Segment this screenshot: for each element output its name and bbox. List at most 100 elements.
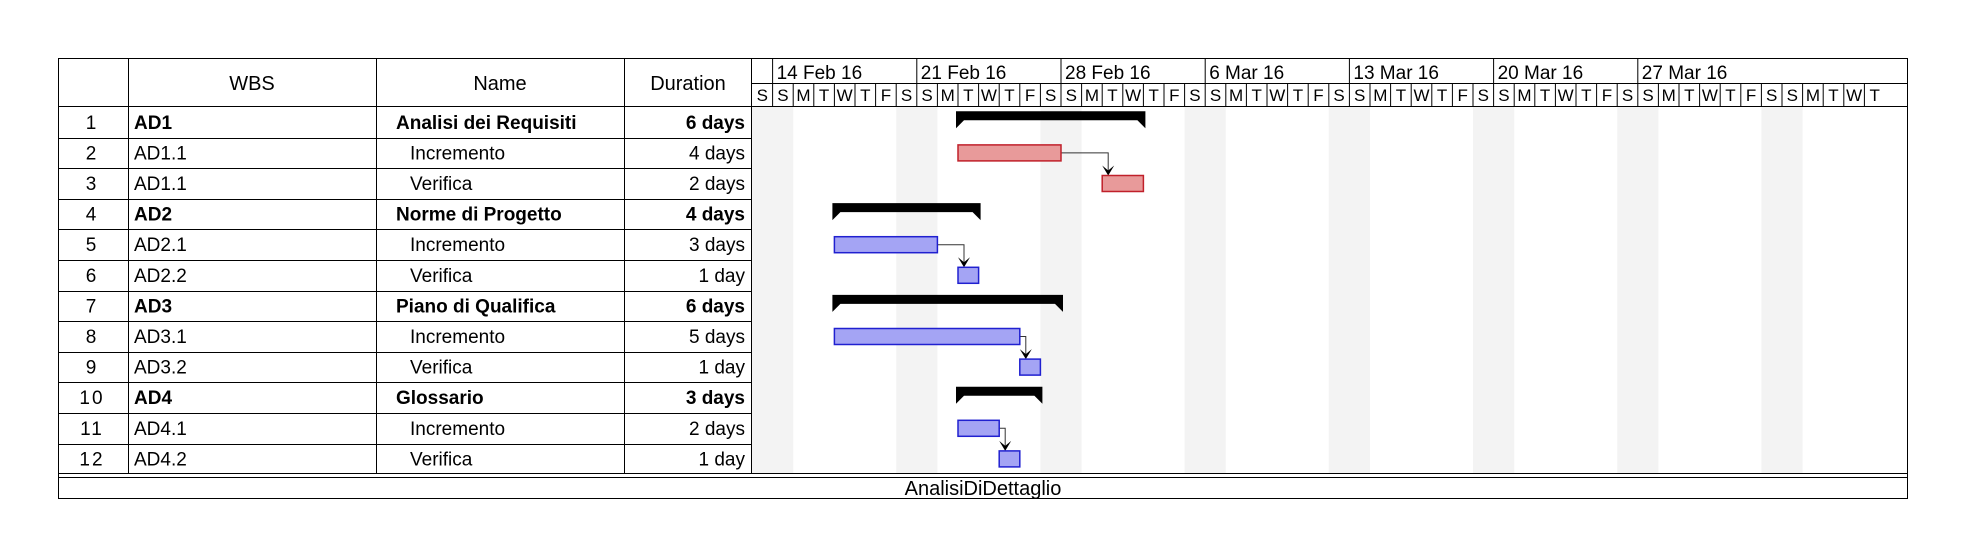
day-letter: F — [1458, 86, 1468, 105]
task-duration: 5 days — [689, 327, 745, 348]
day-letter: S — [1210, 86, 1221, 105]
summary-bar — [832, 294, 1063, 312]
weekend-band — [896, 107, 938, 473]
day-letter: S — [1766, 86, 1777, 105]
task-name: Verifica — [410, 449, 473, 470]
day-letter: M — [1373, 86, 1387, 105]
weekend-band — [1328, 107, 1370, 473]
task-wbs: AD3.2 — [134, 358, 187, 379]
task-name: Piano di Qualifica — [396, 296, 556, 317]
day-letter: W — [1846, 86, 1862, 105]
day-letter: M — [941, 86, 955, 105]
table-row: 4 AD2 Norme di Progetto 4 days — [86, 205, 745, 226]
column-header-name: Name — [473, 73, 526, 95]
task-name: Glossario — [396, 388, 484, 409]
dependency-arrowhead — [1102, 165, 1115, 176]
day-letter: W — [1558, 86, 1574, 105]
task-id: 11 — [80, 419, 104, 440]
day-letter: T — [1684, 86, 1694, 105]
task-duration: 4 days — [689, 143, 745, 164]
task-id: 3 — [86, 174, 99, 195]
day-letter: S — [1333, 86, 1344, 105]
task-bar — [833, 235, 939, 254]
summary-bar — [832, 203, 981, 221]
task-bar — [998, 450, 1021, 468]
day-tick-lines — [772, 59, 1865, 106]
dependency-line — [1061, 152, 1109, 175]
day-letter: S — [1642, 86, 1653, 105]
dependency-arrowhead — [958, 257, 970, 268]
task-wbs: AD1.1 — [134, 143, 187, 164]
table-grid — [58, 58, 1908, 499]
week-label: 20 Mar 16 — [1498, 63, 1584, 84]
task-duration: 1 day — [699, 266, 746, 287]
week-label: 27 Mar 16 — [1642, 63, 1728, 84]
task-name: Verifica — [410, 266, 473, 287]
day-letter: W — [981, 86, 997, 105]
task-bar — [957, 144, 1062, 162]
day-letter: T — [1396, 86, 1406, 105]
day-letter: S — [1787, 86, 1798, 105]
table-row: 7 AD3 Piano di Qualifica 6 days — [86, 296, 745, 317]
day-letter: F — [881, 86, 891, 105]
task-name: Incremento — [410, 419, 505, 440]
task-name: Incremento — [410, 235, 505, 256]
dependency-line — [937, 244, 965, 267]
summary-bar — [956, 111, 1146, 129]
task-duration: 1 day — [699, 358, 746, 379]
day-letter: W — [1702, 86, 1718, 105]
task-name: Incremento — [410, 327, 505, 348]
weekend-band — [1040, 107, 1082, 473]
day-letter: W — [1125, 86, 1141, 105]
row-separators — [58, 138, 751, 445]
task-id: 1 — [86, 113, 99, 134]
task-wbs: AD3.1 — [134, 327, 187, 348]
task-duration: 4 days — [686, 205, 745, 226]
task-wbs: AD4 — [134, 388, 172, 409]
task-name: Analisi dei Requisiti — [396, 113, 577, 134]
day-letter: M — [1229, 86, 1243, 105]
task-bar — [957, 419, 1000, 438]
dependency-arrows — [937, 152, 1115, 451]
day-letter: T — [1437, 86, 1447, 105]
footer-label: AnalisiDiDettaglio — [905, 478, 1062, 500]
day-letter: M — [1085, 86, 1099, 105]
task-bar — [1101, 174, 1145, 193]
table-row: 11 AD4.1 Incremento 2 days — [80, 419, 745, 440]
task-wbs: AD1 — [134, 113, 172, 134]
week-label: 13 Mar 16 — [1353, 63, 1439, 84]
day-letter: T — [860, 86, 870, 105]
task-duration: 2 days — [689, 174, 745, 195]
day-letter: T — [1581, 86, 1591, 105]
timeline-week-labels: 14 Feb 16 21 Feb 16 28 Feb 16 6 Mar 16 13 Ma… — [777, 63, 1728, 84]
column-header-wbs: WBS — [229, 73, 275, 95]
task-bar — [957, 266, 980, 285]
task-duration: 3 days — [686, 388, 745, 409]
task-id: 8 — [86, 327, 99, 348]
day-letter: S — [1354, 86, 1365, 105]
task-bar — [833, 327, 1021, 346]
day-letter: S — [1622, 86, 1633, 105]
task-wbs: AD2 — [134, 205, 172, 226]
weekend-shading — [752, 107, 1803, 473]
task-name: Verifica — [410, 358, 473, 379]
task-id: 7 — [86, 296, 99, 317]
weekend-band — [1473, 107, 1515, 473]
day-letter: W — [1269, 86, 1285, 105]
day-letter: S — [1189, 86, 1200, 105]
day-letter: M — [796, 86, 810, 105]
day-letter: T — [1540, 86, 1550, 105]
table-row: 3 AD1.1 Verifica 2 days — [86, 174, 745, 195]
task-wbs: AD4.1 — [134, 419, 187, 440]
day-letter: S — [1066, 86, 1077, 105]
task-duration: 3 days — [689, 235, 745, 256]
day-letter: T — [1004, 86, 1014, 105]
task-duration: 2 days — [689, 419, 745, 440]
dependency-line — [999, 427, 1006, 450]
task-wbs: AD4.2 — [134, 449, 187, 470]
weekend-band — [1617, 107, 1659, 473]
day-letter: T — [1725, 86, 1735, 105]
day-letter: S — [1498, 86, 1509, 105]
day-letter: F — [1169, 86, 1179, 105]
